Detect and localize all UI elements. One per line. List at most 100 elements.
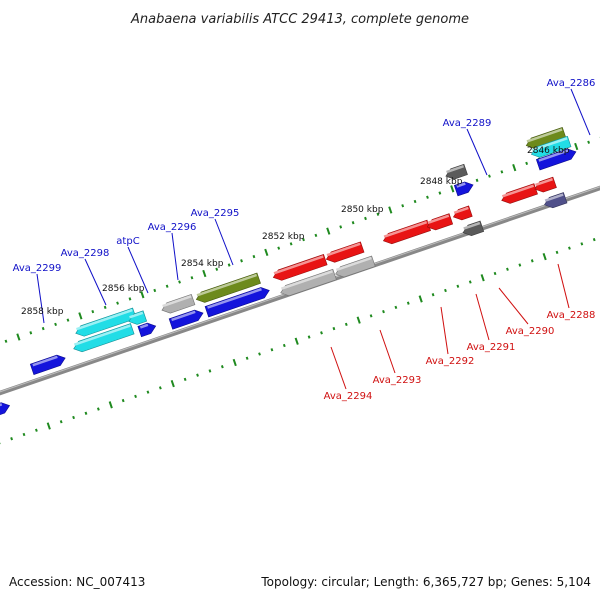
- upper-track-tick: [29, 331, 33, 335]
- gene-label[interactable]: Ava_2294: [324, 391, 373, 402]
- lower-track-tick: [320, 331, 323, 335]
- upper-track-tick: [252, 254, 256, 259]
- accession-text: Accession: NC_007413: [9, 575, 145, 589]
- upper-track-tick: [289, 242, 293, 246]
- gene-arrow-cyan[interactable]: [128, 310, 148, 325]
- gene-label[interactable]: Ava_2288: [547, 310, 596, 321]
- gene-arrow-red[interactable]: [534, 176, 557, 193]
- lower-track-tick: [146, 390, 150, 394]
- upper-track-tick: [475, 178, 479, 182]
- upper-track-tick: [450, 185, 455, 193]
- gene-arrow-silver[interactable]: [161, 293, 196, 314]
- lower-track-tick: [170, 380, 175, 388]
- lower-track-tick: [518, 263, 522, 267]
- gene-label[interactable]: Ava_2298: [61, 248, 110, 259]
- upper-track-tick: [103, 305, 107, 310]
- lower-track-tick: [468, 280, 472, 284]
- kbp-label: 2854 kbp: [181, 259, 224, 269]
- lower-track-tick: [555, 250, 559, 254]
- gene-arrow-cyan[interactable]: [75, 307, 137, 337]
- lower-track-tick: [294, 337, 299, 345]
- gene-arrow-blue[interactable]: [29, 354, 66, 375]
- leader-line: [475, 293, 490, 341]
- lower-track-tick: [72, 415, 75, 420]
- gene-label[interactable]: Ava_2291: [467, 342, 516, 353]
- gene-arrow-blue[interactable]: [137, 322, 157, 338]
- lower-track-tick: [592, 237, 596, 242]
- gene-arrow-blue[interactable]: [204, 287, 270, 318]
- upper-track-tick: [426, 195, 429, 199]
- upper-track-tick: [128, 297, 132, 301]
- upper-track-tick: [525, 161, 529, 166]
- leader-line: [379, 329, 396, 374]
- gene-label[interactable]: Ava_2289: [443, 118, 492, 129]
- gene-label[interactable]: Ava_2299: [13, 263, 62, 274]
- gene-arrow-red[interactable]: [426, 213, 454, 231]
- gene-label[interactable]: Ava_2296: [148, 222, 197, 233]
- gene-label[interactable]: Ava_2286: [547, 78, 596, 89]
- upper-track-tick: [574, 142, 579, 151]
- gene-label[interactable]: Ava_2293: [373, 375, 422, 386]
- gene-arrow-red[interactable]: [272, 254, 328, 281]
- leader-line: [570, 88, 591, 136]
- gene-arrow-slate[interactable]: [543, 192, 568, 209]
- upper-track-tick: [388, 206, 393, 214]
- gene-arrow-blue[interactable]: [535, 148, 577, 171]
- lower-track-tick: [542, 252, 547, 261]
- lower-track-tick: [431, 293, 435, 297]
- lower-track-tick: [84, 411, 88, 415]
- gene-arrow-silver[interactable]: [280, 268, 337, 297]
- gene-arrow-olive[interactable]: [195, 272, 261, 303]
- upper-track-tick: [66, 318, 70, 322]
- map-title: Anabaena variabilis ATCC 29413, complete…: [130, 12, 469, 27]
- upper-track-tick: [339, 225, 343, 229]
- lower-track-tick: [183, 377, 187, 382]
- gene-label[interactable]: atpC: [116, 236, 139, 247]
- gene-arrow-blue[interactable]: [0, 402, 11, 418]
- gene-arrow-blue[interactable]: [453, 181, 474, 197]
- upper-track-tick: [116, 301, 119, 305]
- upper-track-tick: [587, 140, 591, 144]
- lower-track-tick: [307, 335, 311, 339]
- gene-arrow-cyan[interactable]: [73, 323, 135, 353]
- lower-track-tick: [134, 394, 137, 398]
- gene-arrow-red[interactable]: [382, 219, 431, 245]
- lower-track-tick: [208, 369, 212, 373]
- lower-track-tick: [356, 316, 361, 324]
- lower-track-tick: [196, 373, 199, 377]
- gene-label[interactable]: Ava_2290: [506, 326, 555, 337]
- tick-marks: [0, 136, 600, 445]
- gene-arrow-red[interactable]: [501, 183, 538, 204]
- topology-summary: Topology: circular; Length: 6,365,727 bp…: [260, 575, 591, 589]
- gene-arrow-silver[interactable]: [335, 255, 376, 278]
- gene-arrow-blue[interactable]: [168, 309, 204, 330]
- leader-line: [557, 263, 570, 309]
- gene-arrow-cyan[interactable]: [530, 135, 572, 158]
- gene-arrow-red[interactable]: [325, 241, 365, 263]
- leader-line: [84, 258, 107, 306]
- kbp-labels: 2846 kbp 2848 kbp 2850 kbp 2852 kbp 2854 kbp…: [21, 146, 570, 317]
- upper-track-tick: [16, 333, 21, 341]
- lower-track-tick: [282, 343, 286, 348]
- upper-track-tick: [202, 269, 207, 278]
- leader-line: [440, 306, 449, 355]
- gene-arrow-darkgray[interactable]: [462, 220, 485, 236]
- lower-track-tick: [108, 401, 113, 409]
- upper-track-tick: [314, 233, 318, 238]
- lower-track-tick: [568, 246, 571, 250]
- lower-track-tick: [46, 422, 51, 430]
- lower-track-tick: [258, 352, 261, 356]
- upper-track-tick: [178, 280, 181, 284]
- kbp-label: 2846 kbp: [527, 146, 570, 156]
- upper-track-tick: [302, 237, 305, 242]
- leader-line: [498, 287, 529, 325]
- gene-arrow-red[interactable]: [452, 205, 473, 221]
- gene-label[interactable]: Ava_2295: [191, 208, 240, 219]
- upper-track-tick: [512, 163, 517, 172]
- upper-track-tick: [91, 309, 95, 314]
- gene-arrow-darkgray[interactable]: [445, 163, 468, 180]
- upper-track-tick: [54, 322, 57, 326]
- gene-label[interactable]: Ava_2292: [426, 356, 475, 367]
- lower-track-tick: [406, 301, 410, 305]
- upper-track-tick: [351, 221, 355, 225]
